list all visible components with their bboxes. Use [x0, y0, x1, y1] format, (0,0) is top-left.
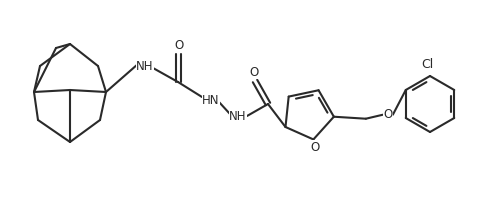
Text: NH: NH: [229, 110, 247, 122]
Text: Cl: Cl: [421, 58, 433, 70]
Text: O: O: [383, 108, 393, 121]
Text: O: O: [249, 65, 258, 79]
Text: NH: NH: [136, 59, 154, 73]
Text: O: O: [311, 141, 320, 154]
Text: O: O: [174, 39, 184, 52]
Text: HN: HN: [202, 94, 220, 107]
